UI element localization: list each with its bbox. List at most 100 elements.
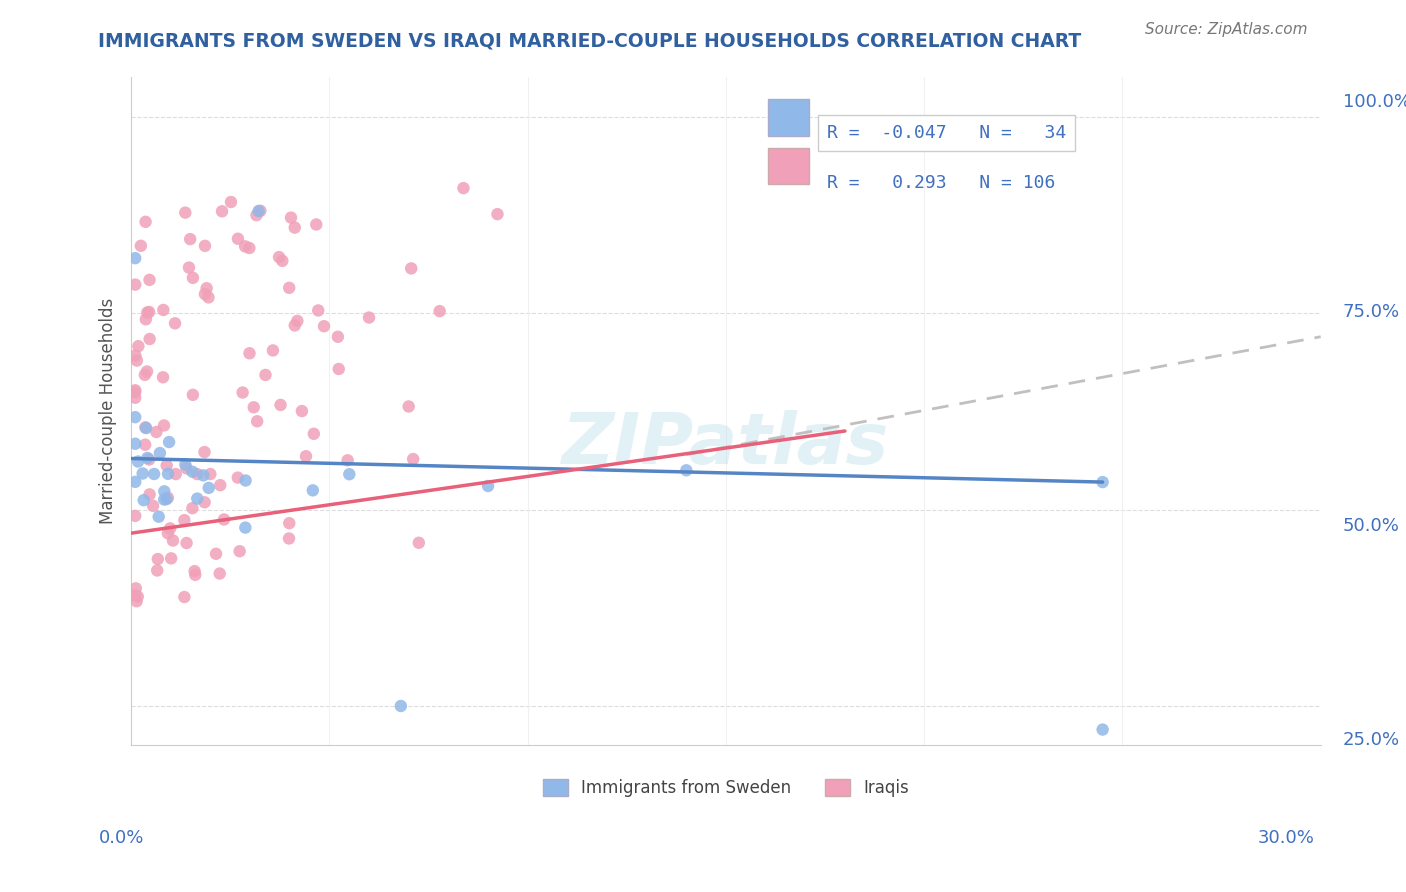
Point (173, 513, 195, 527)
Text: 75.0%: 75.0% (1343, 302, 1400, 320)
Point (295, 449, 318, 463)
Point (209, 478, 232, 492)
Point (176, 461, 198, 475)
Point (280, 211, 302, 225)
Point (408, 535, 430, 549)
Point (238, 346, 260, 360)
Point (135, 421, 157, 435)
Point (163, 770, 186, 784)
Point (177, 260, 200, 275)
Point (233, 239, 256, 253)
Point (127, 590, 149, 604)
Point (124, 251, 146, 265)
Point (174, 205, 197, 219)
Point (267, 250, 290, 264)
FancyBboxPatch shape (768, 100, 810, 136)
Point (136, 364, 159, 378)
Point (157, 435, 180, 450)
Point (181, 465, 204, 479)
Point (163, 316, 186, 330)
Point (245, 208, 267, 222)
Point (254, 368, 277, 382)
Point (125, 582, 148, 596)
Point (156, 458, 179, 473)
Point (284, 318, 307, 333)
Point (193, 468, 215, 483)
Text: IMMIGRANTS FROM SWEDEN VS IRAQI MARRIED-COUPLE HOUSEHOLDS CORRELATION CHART: IMMIGRANTS FROM SWEDEN VS IRAQI MARRIED-… (98, 31, 1081, 50)
Point (138, 273, 160, 287)
Point (326, 330, 349, 344)
Point (183, 564, 205, 578)
Text: R =  -0.047   N =   34: R = -0.047 N = 34 (827, 124, 1066, 142)
Point (212, 512, 235, 526)
Point (429, 304, 451, 318)
Point (146, 552, 169, 566)
Point (307, 303, 329, 318)
Point (152, 302, 174, 317)
Text: Source: ZipAtlas.com: Source: ZipAtlas.com (1144, 22, 1308, 37)
Point (176, 536, 198, 550)
Point (302, 426, 325, 441)
Point (184, 567, 207, 582)
Point (205, 547, 228, 561)
Point (136, 450, 159, 465)
Point (262, 343, 284, 358)
Text: R =   0.293   N = 106: R = 0.293 N = 106 (827, 174, 1056, 193)
Point (138, 332, 160, 346)
FancyBboxPatch shape (768, 147, 810, 185)
Point (357, 310, 380, 325)
Point (156, 491, 179, 505)
Point (247, 204, 270, 219)
Point (271, 253, 294, 268)
Point (146, 564, 169, 578)
Point (278, 516, 301, 531)
Point (208, 566, 231, 581)
Point (155, 492, 177, 507)
Point (129, 239, 152, 253)
Point (336, 453, 359, 467)
Point (402, 452, 425, 467)
Point (145, 425, 167, 439)
Point (173, 590, 195, 604)
Point (263, 754, 285, 768)
Point (285, 314, 308, 328)
Point (127, 339, 149, 353)
Text: 25.0%: 25.0% (1343, 731, 1400, 748)
Point (124, 349, 146, 363)
Point (235, 520, 257, 534)
Point (194, 495, 217, 509)
Point (1091, 723, 1114, 737)
Point (284, 220, 307, 235)
Point (675, 463, 697, 477)
Point (181, 388, 204, 402)
Point (389, 698, 412, 713)
Point (174, 458, 197, 472)
Point (219, 194, 242, 209)
Point (125, 353, 148, 368)
Point (453, 181, 475, 195)
Point (328, 362, 350, 376)
Point (153, 484, 176, 499)
Point (142, 499, 165, 513)
Point (246, 414, 269, 428)
Point (194, 287, 217, 301)
Point (228, 544, 250, 558)
Point (153, 492, 176, 507)
Point (136, 305, 159, 319)
Point (278, 532, 301, 546)
Point (135, 215, 157, 229)
Point (124, 436, 146, 450)
Point (143, 467, 166, 481)
Text: 50.0%: 50.0% (1343, 516, 1399, 534)
Point (301, 483, 323, 498)
Point (124, 410, 146, 425)
Point (160, 551, 183, 566)
Point (131, 467, 153, 481)
Point (124, 508, 146, 523)
Point (153, 418, 176, 433)
Point (138, 487, 160, 501)
Point (181, 501, 204, 516)
Point (134, 420, 156, 434)
Point (226, 470, 249, 484)
Legend: Immigrants from Sweden, Iraqis: Immigrants from Sweden, Iraqis (536, 772, 915, 804)
